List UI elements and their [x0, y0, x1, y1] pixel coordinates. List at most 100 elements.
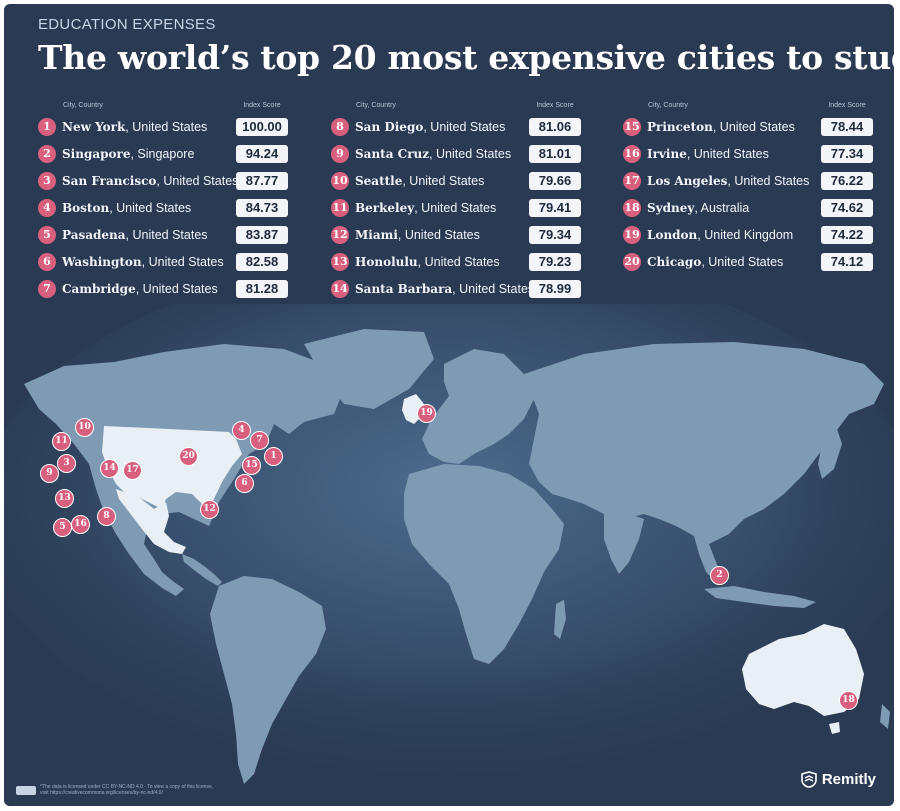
city-name: Cambridge: [62, 282, 136, 296]
column-header: City, Country Index Score: [331, 100, 581, 114]
rank-badge: 1: [38, 118, 56, 136]
brand-name: Remitly: [821, 771, 876, 788]
city-label: London, United Kingdom: [647, 228, 793, 242]
country-name: , United States: [686, 147, 769, 161]
madagascar-landmass: [554, 600, 566, 639]
country-name: , United States: [452, 282, 535, 296]
map-marker-seattle: 10: [75, 418, 94, 437]
map-marker-santa-cruz: 9: [40, 464, 59, 483]
rank-badge: 14: [331, 280, 349, 298]
ranking-row: 10 Seattle, United States 79.66: [331, 168, 581, 195]
rank-badge: 7: [38, 280, 56, 298]
city-name: London: [647, 228, 698, 242]
country-name: , United States: [156, 174, 239, 188]
city-country-header: City, Country: [63, 102, 103, 109]
index-score: 79.23: [529, 253, 581, 271]
ranking-row: 7 Cambridge, United States 81.28: [38, 276, 288, 303]
city-name: Boston: [62, 201, 110, 215]
ranking-row: 4 Boston, United States 84.73: [38, 195, 288, 222]
tasmania-landmass: [829, 722, 840, 734]
city-name: Pasadena: [62, 228, 126, 242]
index-score: 74.22: [821, 226, 873, 244]
rank-badge: 15: [623, 118, 641, 136]
country-name: , United States: [429, 147, 512, 161]
index-score: 74.62: [821, 199, 873, 217]
map-marker-los-angeles: 17: [123, 461, 142, 480]
rank-badge: 12: [331, 226, 349, 244]
ranking-row: 15 Princeton, United States 78.44: [623, 114, 873, 141]
country-name: , United States: [125, 120, 208, 134]
index-score: 76.22: [821, 172, 873, 190]
map-marker-santa-barbara: 14: [100, 459, 119, 478]
india-landmass: [604, 509, 644, 574]
map-marker-london: 19: [417, 404, 436, 423]
city-name: Santa Cruz: [355, 147, 430, 161]
rank-badge: 20: [623, 253, 641, 271]
index-score: 78.99: [529, 280, 581, 298]
asia-landmass: [524, 342, 884, 544]
country-name: , United States: [414, 201, 497, 215]
index-score: 81.01: [529, 145, 581, 163]
index-score: 94.24: [236, 145, 288, 163]
country-name: , United States: [701, 255, 784, 269]
section-kicker: EDUCATION EXPENSES: [38, 16, 216, 33]
australia-landmass: [742, 624, 864, 716]
rank-badge: 4: [38, 199, 56, 217]
rank-badge: 9: [331, 145, 349, 163]
ranking-row: 6 Washington, United States 82.58: [38, 249, 288, 276]
ranking-row: 13 Honolulu, United States 79.23: [331, 249, 581, 276]
index-score: 100.00: [236, 118, 288, 136]
city-label: Berkeley, United States: [355, 201, 496, 215]
city-name: Princeton: [647, 120, 713, 134]
ranking-row: 5 Pasadena, United States 83.87: [38, 222, 288, 249]
infographic-poster: EDUCATION EXPENSES The world’s top 20 mo…: [4, 4, 894, 806]
city-label: Singapore, Singapore: [62, 147, 194, 161]
city-label: Santa Cruz, United States: [355, 147, 511, 161]
rank-badge: 19: [623, 226, 641, 244]
city-name: Singapore: [62, 147, 131, 161]
city-label: Miami, United States: [355, 228, 480, 242]
country-name: , United States: [423, 120, 506, 134]
index-score: 84.73: [236, 199, 288, 217]
city-label: New York, United States: [62, 120, 207, 134]
map-marker-boston: 4: [232, 421, 251, 440]
map-marker-sydney: 18: [839, 691, 858, 710]
usa-landmass: [102, 426, 242, 509]
city-label: Chicago, United States: [647, 255, 783, 269]
index-score: 87.77: [236, 172, 288, 190]
country-name: , United States: [135, 282, 218, 296]
city-name: Sydney: [647, 201, 695, 215]
city-name: Washington: [62, 255, 142, 269]
map-marker-cambridge: 7: [250, 431, 269, 450]
index-score: 83.87: [236, 226, 288, 244]
city-name: Miami: [355, 228, 398, 242]
country-name: , United States: [727, 174, 810, 188]
city-label: Honolulu, United States: [355, 255, 500, 269]
page-title: The world’s top 20 most expensive cities…: [38, 38, 894, 77]
africa-landmass: [404, 464, 564, 664]
rank-badge: 3: [38, 172, 56, 190]
japan-landmass: [818, 426, 842, 479]
ranking-row: 1 New York, United States 100.00: [38, 114, 288, 141]
brand-logo-group: Remitly: [801, 771, 876, 788]
index-score: 74.12: [821, 253, 873, 271]
city-label: Pasadena, United States: [62, 228, 208, 242]
index-score: 77.34: [821, 145, 873, 163]
city-label: San Diego, United States: [355, 120, 505, 134]
index-score: 81.06: [529, 118, 581, 136]
city-name: Seattle: [355, 174, 403, 188]
country-name: , United States: [417, 255, 500, 269]
country-name: , United States: [109, 201, 192, 215]
map-marker-washington: 6: [235, 474, 254, 493]
index-score: 82.58: [236, 253, 288, 271]
country-name: , Singapore: [130, 147, 195, 161]
city-name: San Francisco: [62, 174, 157, 188]
city-name: Honolulu: [355, 255, 418, 269]
ranking-row: 17 Los Angeles, United States 76.22: [623, 168, 873, 195]
city-name: Chicago: [647, 255, 702, 269]
map-marker-san-diego: 8: [97, 507, 116, 526]
ranking-column-3: City, Country Index Score 15 Princeton, U…: [623, 100, 873, 276]
index-score: 79.41: [529, 199, 581, 217]
country-name: , Australia: [694, 201, 750, 215]
rank-badge: 17: [623, 172, 641, 190]
